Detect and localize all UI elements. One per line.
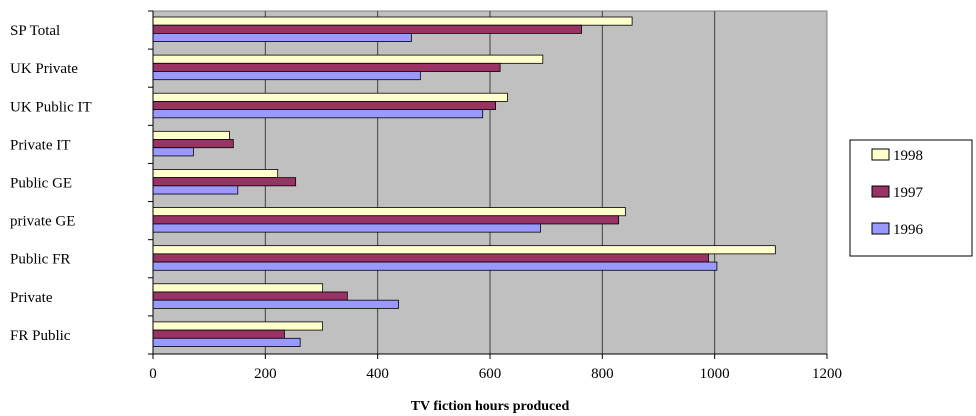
- legend-swatch: [871, 148, 890, 161]
- bar-1997: [152, 139, 234, 149]
- x-axis-title: TV fiction hours produced: [411, 399, 570, 414]
- bar-1996: [152, 185, 239, 195]
- bar-1998: [152, 169, 279, 179]
- bar-1997: [152, 62, 501, 72]
- x-tick-label: 800: [591, 366, 614, 382]
- legend: 1998 1997 1996: [849, 139, 973, 257]
- category-label: FR Public: [10, 328, 71, 344]
- x-tick-label: 600: [479, 366, 502, 382]
- bar-1998: [152, 130, 230, 140]
- category-label: SP Total: [10, 23, 60, 39]
- x-tick-label: 1000: [700, 366, 730, 382]
- x-tick-label: 200: [254, 366, 277, 382]
- bar-1996: [152, 223, 541, 233]
- bar-1996: [152, 299, 399, 309]
- bar-1998: [152, 321, 324, 331]
- bar-1997: [152, 329, 285, 339]
- category-label: Private IT: [10, 137, 70, 153]
- bar-1997: [152, 24, 582, 34]
- category-label: private GE: [10, 214, 75, 230]
- bar-1998: [152, 92, 508, 102]
- category-labels: SP Total UK Private UK Public IT Private IT…: [10, 23, 92, 344]
- axes: [148, 10, 828, 359]
- bar-1996: [152, 71, 421, 81]
- bar-1996: [152, 33, 412, 43]
- category-label: Public GE: [10, 176, 72, 192]
- bar-1998: [152, 16, 633, 26]
- x-tick-label: 0: [149, 366, 157, 382]
- bar-1996: [152, 261, 718, 271]
- legend-items: 1998 1997 1996: [871, 148, 924, 238]
- bar-1998: [152, 283, 324, 293]
- category-label: UK Public IT: [10, 99, 92, 115]
- x-tick-labels: 0 200 400 600 800 1000 1200: [149, 366, 842, 382]
- bar-1997: [152, 291, 348, 301]
- bar-1998: [152, 245, 776, 255]
- legend-swatch: [871, 222, 890, 235]
- x-tick-label: 1200: [812, 366, 842, 382]
- bar-1998: [152, 54, 544, 64]
- legend-swatch: [871, 185, 890, 198]
- legend-box: [849, 139, 973, 257]
- bar-1996: [152, 109, 484, 119]
- bar-1998: [152, 207, 626, 217]
- legend-label: 1998: [893, 148, 923, 164]
- legend-label: 1996: [893, 222, 924, 238]
- bar-1996: [152, 337, 301, 347]
- bar-1997: [152, 101, 497, 111]
- category-label: UK Private: [10, 61, 78, 77]
- category-label: Public FR: [10, 252, 70, 268]
- bar-1997: [152, 253, 709, 263]
- x-tick-label: 400: [366, 366, 389, 382]
- legend-label: 1997: [893, 185, 924, 201]
- bar-1997: [152, 177, 297, 187]
- bars-group: [152, 16, 776, 347]
- bar-1997: [152, 215, 620, 225]
- bar-1996: [152, 147, 194, 157]
- category-label: Private: [10, 290, 53, 306]
